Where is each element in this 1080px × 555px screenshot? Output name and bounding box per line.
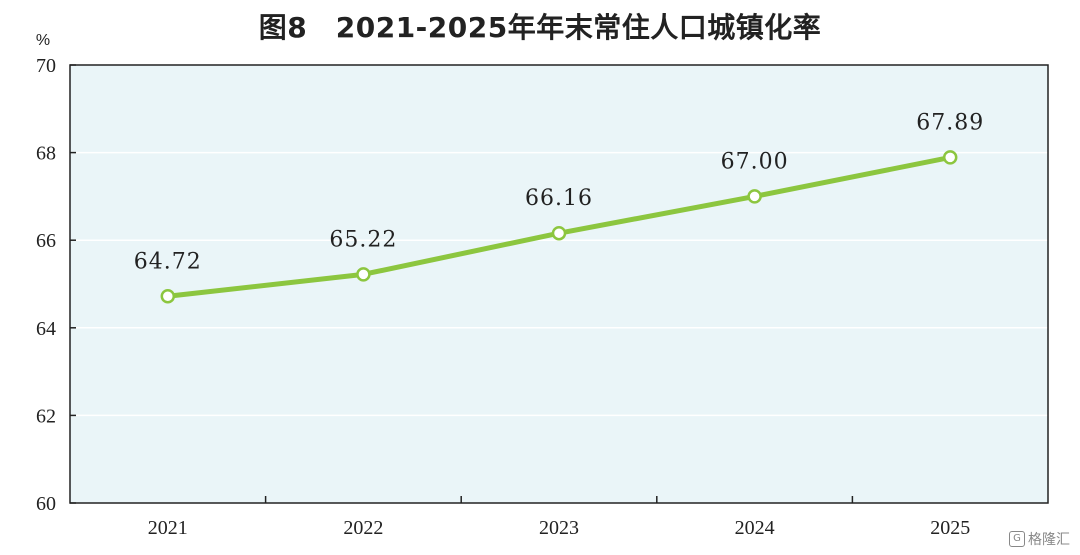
y-axis-unit: % (36, 32, 50, 49)
data-point-2024 (747, 189, 762, 204)
x-tick-label-2025: 2025 (930, 517, 970, 539)
data-point-2021 (160, 289, 176, 304)
data-point-2023 (551, 225, 567, 241)
data-label-2022: 65.22 (329, 227, 397, 252)
x-tick-label-2023: 2023 (539, 517, 579, 539)
watermark-logo-icon: G (1009, 531, 1025, 547)
data-label-2021: 64.72 (134, 249, 202, 274)
data-label-2025: 67.89 (916, 110, 984, 135)
y-tick-label-66: 66 (36, 230, 56, 252)
chart-title: 图8 2021-2025年年末常住人口城镇化率 (258, 11, 822, 44)
watermark-text: 格隆汇 (1028, 532, 1070, 548)
data-point-2025 (942, 150, 958, 165)
watermark: G 格隆汇 (1009, 529, 1070, 549)
plot-frame (69, 64, 1049, 504)
y-tick-label-62: 62 (36, 405, 56, 427)
x-tick-label-2024: 2024 (735, 517, 775, 539)
plot-background (70, 65, 1048, 503)
plot-area: 60 62 64 66 68 70% 2021 2022 2023 2024 2025 64.72 65… (36, 32, 1049, 539)
data-label-2024: 67.00 (721, 149, 789, 174)
y-tick-label-68: 68 (36, 143, 56, 165)
data-label-2023: 66.16 (525, 186, 593, 211)
data-point-2022 (356, 267, 371, 282)
x-tick-label-2022: 2022 (343, 517, 383, 539)
y-tick-label-60: 60 (36, 493, 56, 515)
x-tick-label-2021: 2021 (148, 517, 188, 539)
y-tick-label-64: 64 (36, 318, 56, 340)
y-tick-label-70: 70 (36, 55, 56, 77)
